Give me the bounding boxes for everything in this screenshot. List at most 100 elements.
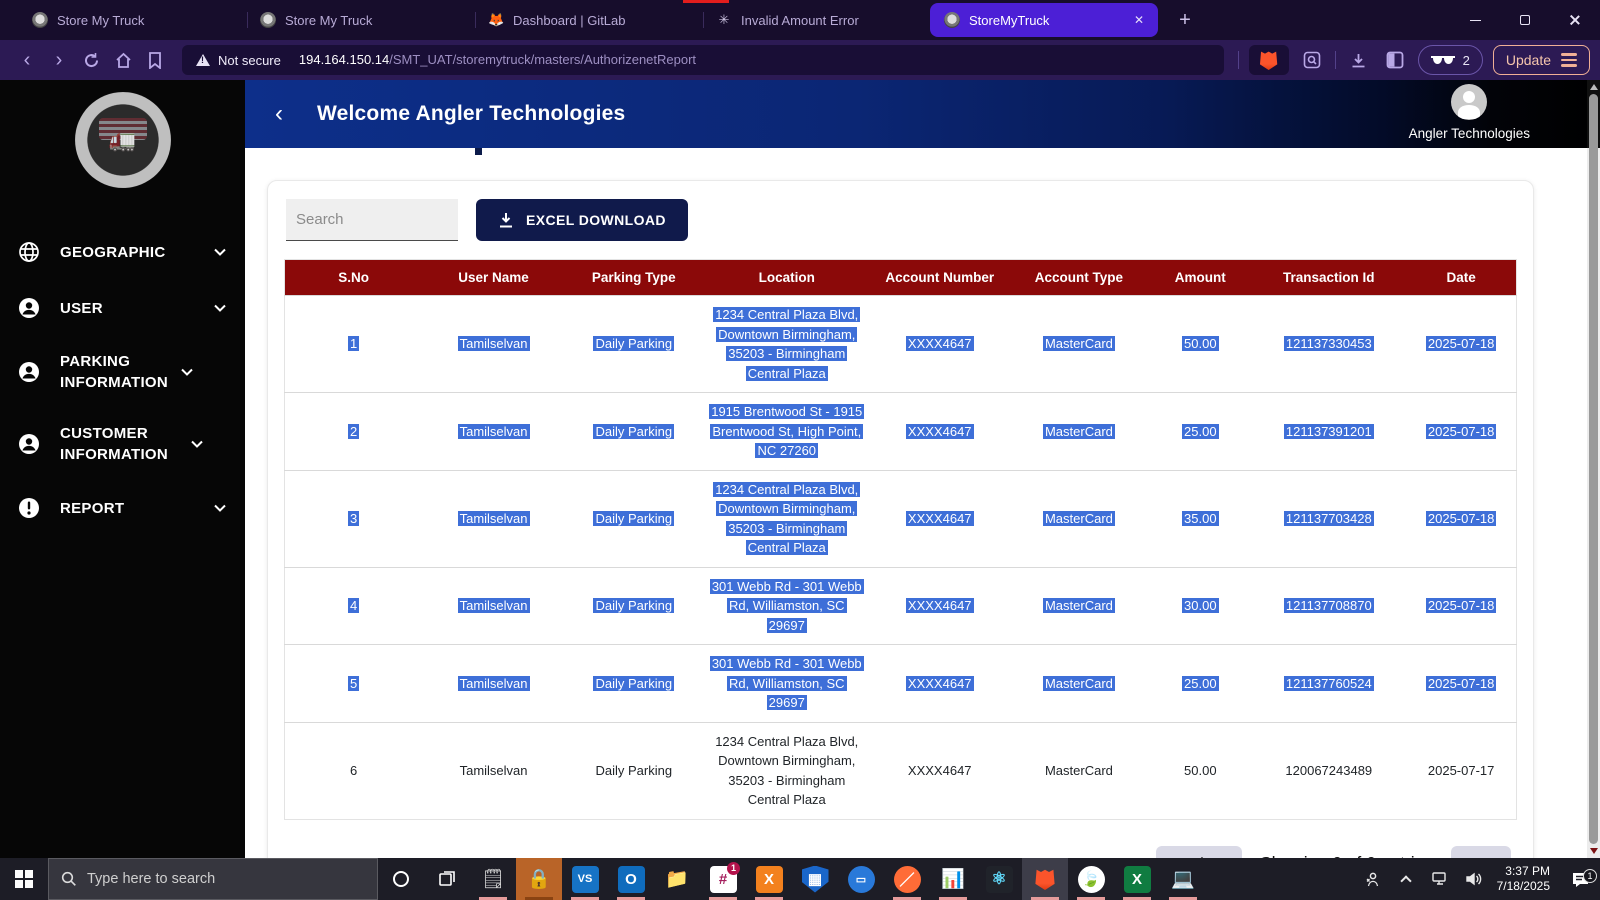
toolbar-actions: 2 Update — [1237, 45, 1590, 75]
people-button[interactable] — [1355, 871, 1389, 888]
taskbar-app-mongodb[interactable]: 🍃 — [1068, 858, 1114, 900]
table-row[interactable]: 1 Tamilselvan Daily Parking 1234 Central… — [284, 295, 1517, 393]
taskbar-app-postman[interactable]: ／ — [884, 858, 930, 900]
taskbar-clock[interactable]: 3:37 PM 7/18/2025 — [1491, 864, 1560, 894]
update-button[interactable]: Update — [1492, 45, 1590, 75]
search-input[interactable] — [286, 211, 499, 228]
close-window-button[interactable] — [1550, 0, 1600, 40]
cell-location: 1234 Central Plaza Blvd, Downtown Birmin… — [715, 733, 859, 808]
main-content: ‹ Welcome Angler Technologies Angler Tec… — [245, 80, 1600, 900]
minimize-button[interactable] — [1450, 0, 1500, 40]
brave-shields-button[interactable] — [1248, 45, 1289, 75]
start-button[interactable] — [0, 858, 48, 900]
remote-terminal-icon: 💻 — [1171, 869, 1195, 890]
back-button[interactable]: ‹ — [23, 48, 31, 71]
tab-store-my-truck-2[interactable]: Store My Truck — [246, 3, 476, 37]
account-widget[interactable]: Angler Technologies — [1409, 84, 1530, 141]
cell-transaction-id: 121137391201 — [1283, 423, 1374, 439]
people-icon — [1366, 872, 1379, 886]
taskbar-app-excel[interactable]: X — [1114, 858, 1160, 900]
taskbar-app-remote-terminal[interactable]: 💻 — [1160, 858, 1206, 900]
cell-transaction-id: 120067243489 — [1285, 762, 1373, 778]
cell-date: 2025-07-18 — [1425, 598, 1497, 613]
task-view-button[interactable] — [424, 858, 470, 900]
tab-storemytruck-active[interactable]: StoreMyTruck ✕ — [930, 3, 1158, 37]
taskbar-app-react[interactable]: ⚛ — [976, 858, 1022, 900]
tab-label: Dashboard | GitLab — [513, 12, 626, 28]
home-button[interactable] — [110, 46, 136, 74]
cell-transaction-id: 121137330453 — [1283, 336, 1374, 352]
tab-label: Store My Truck — [57, 12, 145, 28]
brave-rewards-pill[interactable]: 2 — [1417, 45, 1483, 75]
cell-account-type: MasterCard — [1042, 510, 1115, 526]
tab-store-my-truck-1[interactable]: Store My Truck — [18, 3, 248, 37]
notification-center-button[interactable]: 1 — [1560, 868, 1600, 888]
network-button[interactable] — [1423, 871, 1457, 887]
cell-amount: 30.00 — [1182, 598, 1219, 613]
scroll-up-arrow[interactable] — [1589, 84, 1598, 90]
taskbar-app-defender[interactable]: ▦ — [792, 858, 838, 900]
taskbar-app-vscode[interactable]: VS — [562, 858, 608, 900]
taskbar-app-xampp[interactable]: X — [746, 858, 792, 900]
cell-location: 301 Webb Rd - 301 Webb Rd, Williamston, … — [709, 578, 864, 633]
page-scrollbar[interactable] — [1587, 80, 1600, 858]
clock-time: 3:37 PM — [1505, 864, 1550, 878]
tab-gitlab-dashboard[interactable]: 🦊 Dashboard | GitLab — [474, 3, 704, 37]
table-row[interactable]: 5 Tamilselvan Daily Parking 301 Webb Rd … — [284, 644, 1517, 722]
bookmarks-button[interactable] — [142, 46, 168, 74]
toolbar-divider — [1334, 51, 1336, 69]
volume-button[interactable] — [1457, 871, 1491, 887]
taskbar-app-performance-monitor[interactable]: 📊 — [930, 858, 976, 900]
sidebar-item-parking-information[interactable]: PARKING INFORMATION — [0, 336, 245, 408]
table-row[interactable]: 6 Tamilselvan Daily Parking 1234 Central… — [284, 721, 1517, 819]
cell-sno: 2 — [347, 423, 360, 439]
reload-button[interactable] — [78, 46, 104, 74]
close-tab-icon[interactable]: ✕ — [1133, 13, 1145, 27]
downloads-button[interactable] — [1346, 46, 1372, 74]
sidebar-item-user[interactable]: USER — [0, 280, 245, 336]
taskbar-app-slack[interactable]: #1 — [700, 858, 746, 900]
brave-lion-icon — [1259, 51, 1278, 70]
taskbar-app-filezilla[interactable]: 🔒 — [516, 858, 562, 900]
cell-transaction-id: 121137760524 — [1283, 675, 1374, 691]
taskbar-app-brave[interactable] — [1022, 858, 1068, 900]
scroll-down-arrow[interactable] — [1589, 848, 1598, 854]
new-tab-button[interactable]: + — [1179, 8, 1191, 31]
cell-user-name: Tamilselvan — [457, 675, 530, 691]
cell-account-number: XXXX4647 — [905, 423, 974, 439]
taskbar-app-anydesk[interactable]: ▭ — [838, 858, 884, 900]
menu-icon — [1561, 53, 1577, 67]
task-view-icon — [439, 871, 455, 886]
table-row[interactable]: 3 Tamilselvan Daily Parking 1234 Central… — [284, 469, 1517, 567]
taskbar-search[interactable] — [48, 858, 378, 900]
sidebar-item-report[interactable]: REPORT — [0, 480, 245, 536]
column-header-transaction-id: Transaction Id — [1251, 259, 1407, 296]
back-chevron-icon[interactable]: ‹ — [275, 100, 283, 127]
address-bar[interactable]: Not secure 194.164.150.14/SMT_UAT/storem… — [182, 45, 1224, 75]
column-header-amount: Amount — [1149, 259, 1252, 296]
table-row[interactable]: 4 Tamilselvan Daily Parking 301 Webb Rd … — [284, 566, 1517, 645]
maximize-button[interactable] — [1500, 0, 1550, 40]
tray-overflow-button[interactable] — [1389, 874, 1423, 887]
tab-invalid-amount-error[interactable]: ✳ Invalid Amount Error — [702, 3, 932, 37]
sidebar-item-geographic[interactable]: GEOGRAPHIC — [0, 224, 245, 280]
globe-icon — [16, 239, 42, 265]
excel-download-button[interactable]: EXCEL DOWNLOAD — [476, 199, 688, 241]
storemytruck-favicon — [32, 12, 48, 28]
table-row[interactable]: 2 Tamilselvan Daily Parking 1915 Brentwo… — [284, 392, 1517, 470]
taskbar-app-file-explorer[interactable]: 📁 — [654, 858, 700, 900]
taskbar-app-notepad[interactable]: 🗒 — [470, 858, 516, 900]
scrollbar-thumb[interactable] — [1589, 94, 1598, 844]
search-in-page-button[interactable] — [1299, 46, 1325, 74]
cortana-button[interactable] — [378, 858, 424, 900]
cell-sno: 3 — [347, 510, 360, 526]
forward-button[interactable]: › — [55, 48, 63, 71]
taskbar-app-outlook[interactable]: O — [608, 858, 654, 900]
vscode-icon: VS — [571, 865, 599, 893]
taskbar-search-input[interactable] — [87, 871, 365, 887]
avatar[interactable] — [1451, 84, 1488, 120]
cell-user-name: Tamilselvan — [457, 336, 530, 352]
sidebar-panel-button[interactable] — [1382, 46, 1408, 74]
table-controls: ✕ EXCEL DOWNLOAD — [284, 197, 1517, 241]
sidebar-item-customer-information[interactable]: CUSTOMER INFORMATION — [0, 408, 245, 480]
